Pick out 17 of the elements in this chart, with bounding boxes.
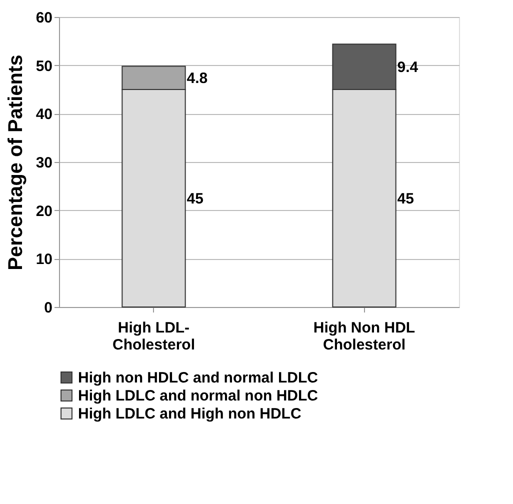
y-tick-label: 50 [36, 58, 52, 75]
x-tick-label: High Non HDL Cholesterol [313, 320, 416, 354]
legend-label: High non HDLC and normal LDLC [78, 370, 318, 386]
data-label: 45 [397, 190, 414, 208]
data-label: 4.8 [186, 70, 208, 87]
data-label: 45 [186, 190, 204, 208]
x-tick-label: High LDL- Cholesterol [112, 320, 195, 354]
y-axis-title: Percentage of Patients [4, 54, 27, 270]
y-tick-label: 30 [36, 154, 52, 172]
legend-label: High LDLC and normal non HDLC [78, 388, 318, 404]
legend-label: High LDLC and High non HDLC [78, 406, 302, 422]
y-tick-label: 0 [44, 300, 52, 316]
y-tick-label: 20 [36, 202, 52, 220]
data-label: 9.4 [397, 58, 419, 76]
y-tick-label: 40 [36, 106, 52, 124]
y-tick-label: 60 [36, 10, 52, 26]
y-tick-label: 10 [36, 251, 52, 268]
